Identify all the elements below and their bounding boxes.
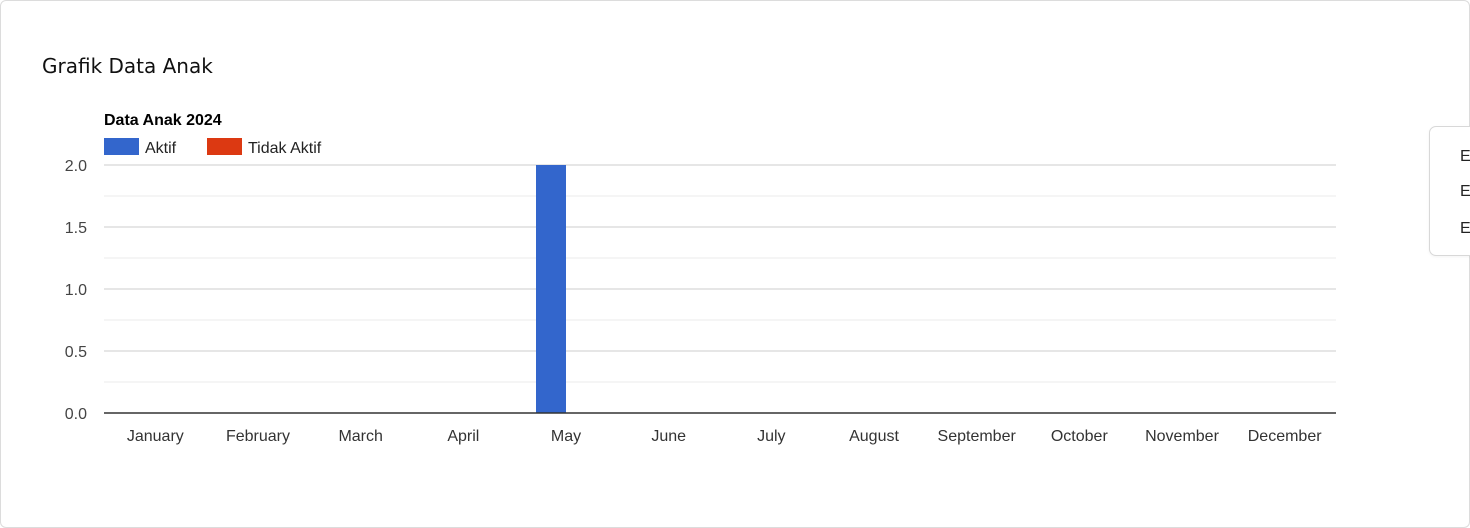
x-tick-label: September xyxy=(938,428,1017,445)
x-tick-label: October xyxy=(1051,428,1109,445)
x-tick-label: January xyxy=(127,428,184,445)
bar-aktif-may xyxy=(536,165,566,413)
legend-label: Tidak Aktif xyxy=(248,140,322,157)
x-tick-label: August xyxy=(849,428,899,445)
x-tick-label: December xyxy=(1248,428,1322,445)
card-title: Grafik Data Anak xyxy=(42,54,213,78)
y-tick-label: 1.0 xyxy=(65,282,87,299)
side-menu-item[interactable]: Ex xyxy=(1460,148,1470,165)
x-tick-label: March xyxy=(338,428,382,445)
legend-swatch-aktif xyxy=(104,138,139,155)
x-tick-label: November xyxy=(1145,428,1219,445)
y-tick-label: 0.5 xyxy=(65,344,87,361)
y-tick-label: 2.0 xyxy=(65,158,87,175)
x-tick-label: July xyxy=(757,428,785,445)
y-tick-label: 1.5 xyxy=(65,220,87,237)
side-menu-item[interactable]: Ex xyxy=(1460,183,1470,200)
legend-label: Aktif xyxy=(145,140,177,157)
legend-swatch-tidak-aktif xyxy=(207,138,242,155)
x-tick-label: June xyxy=(651,428,686,445)
x-tick-label: April xyxy=(447,428,479,445)
chart-title: Data Anak 2024 xyxy=(104,112,222,129)
y-tick-label: 0.0 xyxy=(65,406,87,423)
side-menu-item[interactable]: Ex xyxy=(1460,220,1470,237)
side-menu: Ex Ex Ex xyxy=(1429,126,1470,256)
x-tick-label: May xyxy=(551,428,581,445)
x-tick-label: February xyxy=(226,428,290,445)
bar-chart: Data Anak 2024 Aktif Tidak Aktif 0.0 0.5 1.0 1… xyxy=(65,112,1336,445)
